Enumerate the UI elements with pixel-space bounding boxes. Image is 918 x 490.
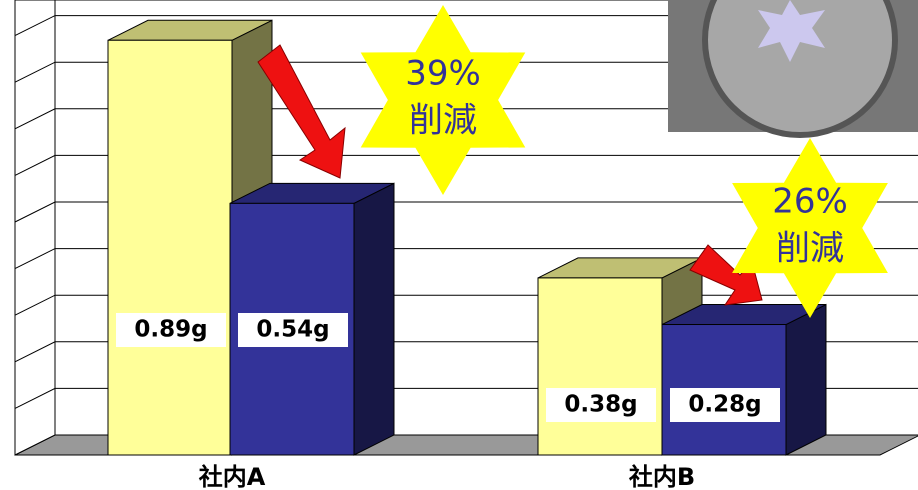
value-label: 0.38g [564, 392, 637, 418]
bar [538, 278, 662, 455]
side-wall [15, 0, 55, 455]
chart: 社内A 社内B 0.89g 0.38g 0.54g 0.28g 39% 削減 26% 削減 [0, 0, 918, 490]
annotation: 削減 [776, 229, 844, 269]
value-label: 0.28g [688, 392, 761, 418]
annotation: 39% [405, 54, 481, 94]
bar-side [354, 183, 394, 455]
annotation: 26% [772, 182, 848, 222]
bar [108, 40, 232, 455]
value-label: 0.54g [256, 317, 329, 343]
bar-side [786, 305, 826, 455]
x-tick-label: 社内B [629, 463, 695, 490]
value-label: 0.89g [134, 317, 207, 343]
x-tick-label: 社内A [199, 463, 266, 490]
annotation: 削減 [409, 101, 477, 141]
